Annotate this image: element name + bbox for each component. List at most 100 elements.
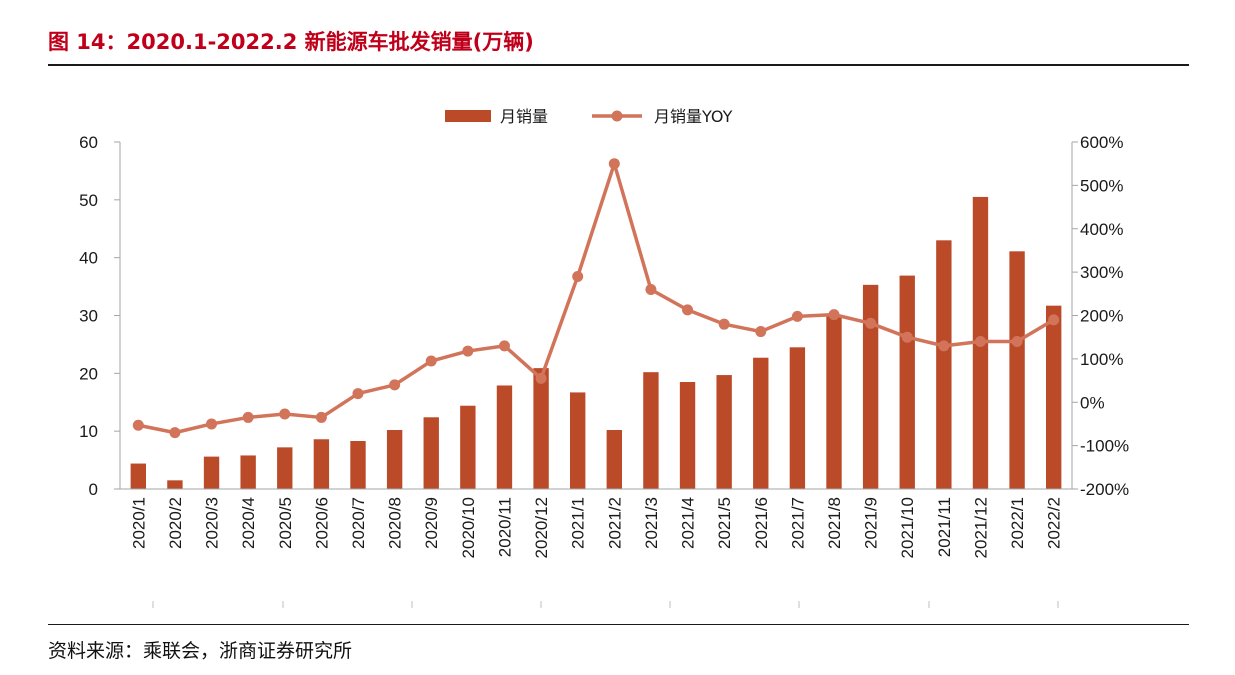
left-tick-label: 30 bbox=[79, 307, 98, 326]
yoy-point bbox=[389, 379, 401, 391]
yoy-point bbox=[901, 331, 913, 343]
bar bbox=[606, 430, 622, 489]
bar bbox=[203, 456, 220, 489]
bar bbox=[753, 357, 769, 489]
right-tick-label: 400% bbox=[1080, 220, 1123, 239]
bar bbox=[643, 372, 659, 489]
x-tick-label: 2021/5 bbox=[715, 497, 734, 549]
x-tick-label: 2022/1 bbox=[1008, 497, 1027, 549]
x-tick-label: 2021/8 bbox=[825, 497, 844, 549]
bar bbox=[277, 447, 293, 489]
right-tick-label: 100% bbox=[1080, 350, 1123, 369]
bar-series bbox=[130, 196, 1062, 490]
legend-label-line: 月销量YOY bbox=[654, 107, 733, 126]
left-tick-label: 40 bbox=[79, 249, 98, 268]
bar bbox=[313, 439, 330, 489]
line-series bbox=[132, 158, 1060, 439]
bar bbox=[496, 385, 513, 489]
right-y-axis: -200% -100% 0% 100% 200% 300% 400% 500% 600% bbox=[1071, 133, 1129, 499]
bar bbox=[716, 375, 732, 489]
right-tick-label: 0% bbox=[1080, 393, 1105, 412]
right-tick-label: 600% bbox=[1080, 133, 1123, 152]
x-tick-label: 2021/9 bbox=[862, 497, 881, 549]
left-tick-label: 10 bbox=[79, 422, 98, 441]
bar bbox=[167, 480, 183, 489]
x-tick-label: 2021/7 bbox=[788, 497, 807, 549]
right-tick-label: -200% bbox=[1080, 480, 1129, 499]
yoy-line bbox=[137, 161, 1055, 435]
yoy-point bbox=[645, 283, 657, 295]
x-tick-label: 2020/7 bbox=[349, 497, 368, 549]
x-tick-label: 2022/2 bbox=[1045, 497, 1064, 549]
x-tick-label: 2021/4 bbox=[679, 497, 698, 549]
legend: 月销量 月销量YOY bbox=[445, 107, 733, 126]
bar bbox=[460, 405, 476, 489]
yoy-point bbox=[279, 408, 291, 420]
yoy-point bbox=[791, 310, 803, 322]
x-tick-label: 2021/10 bbox=[898, 497, 917, 558]
x-tick-label: 2020/10 bbox=[459, 497, 478, 558]
left-tick-label: 20 bbox=[79, 364, 98, 383]
yoy-point bbox=[755, 326, 767, 338]
yoy-point bbox=[1011, 336, 1023, 348]
yoy-point bbox=[352, 388, 364, 400]
legend-label-bar: 月销量 bbox=[500, 107, 548, 126]
bar bbox=[936, 240, 952, 489]
yoy-point bbox=[828, 309, 840, 321]
yoy-point bbox=[206, 418, 218, 430]
bar bbox=[789, 347, 806, 489]
x-tick-label: 2020/1 bbox=[129, 497, 148, 549]
x-tick-label: 2020/8 bbox=[386, 497, 405, 549]
x-tick-label: 2021/2 bbox=[605, 497, 624, 549]
yoy-point bbox=[132, 419, 144, 431]
x-tick-label: 2021/11 bbox=[935, 497, 954, 557]
bar bbox=[1046, 305, 1062, 489]
yoy-point bbox=[242, 411, 254, 423]
x-tick-label: 2020/11 bbox=[495, 497, 514, 557]
source-rule bbox=[48, 624, 1189, 625]
yoy-point bbox=[718, 318, 730, 330]
right-tick-label: 500% bbox=[1080, 176, 1123, 195]
title-rule bbox=[48, 64, 1189, 66]
x-tick-label: 2021/1 bbox=[569, 497, 588, 549]
right-tick-label: 300% bbox=[1080, 263, 1123, 282]
left-tick-label: 60 bbox=[79, 133, 98, 152]
x-tick-label: 2021/6 bbox=[752, 497, 771, 549]
bar bbox=[862, 284, 879, 489]
bar bbox=[570, 392, 586, 489]
yoy-point bbox=[498, 340, 510, 352]
x-tick-label: 2020/4 bbox=[239, 497, 258, 549]
chart-area: 月销量 月销量YOY 0 10 20 30 40 50 60 -200% -100% 0% 100%… bbox=[79, 107, 1129, 608]
left-tick-label: 50 bbox=[79, 191, 98, 210]
legend-swatch-bar bbox=[445, 110, 491, 122]
legend-swatch-marker bbox=[611, 110, 623, 122]
yoy-point bbox=[169, 427, 181, 439]
right-tick-label: 200% bbox=[1080, 307, 1123, 326]
x-tick-label: 2021/3 bbox=[642, 497, 661, 549]
left-y-axis: 0 10 20 30 40 50 60 bbox=[79, 133, 121, 499]
bar bbox=[130, 463, 146, 489]
source-note: 资料来源：乘联会，浙商证券研究所 bbox=[48, 640, 353, 662]
yoy-point bbox=[462, 345, 474, 357]
x-axis: 2020/1 2020/2 2020/3 2020/4 2020/5 2020/6 2020… bbox=[120, 488, 1072, 608]
bar bbox=[899, 275, 915, 489]
yoy-point bbox=[572, 270, 584, 282]
x-tick-label: 2020/9 bbox=[422, 497, 441, 549]
yoy-point bbox=[535, 372, 547, 384]
yoy-point bbox=[608, 158, 620, 170]
bar bbox=[423, 417, 439, 489]
bar bbox=[1009, 251, 1025, 489]
x-tick-label: 2020/3 bbox=[203, 497, 222, 549]
left-tick-label: 0 bbox=[89, 480, 98, 499]
bar bbox=[826, 315, 842, 489]
x-tick-label: 2021/12 bbox=[971, 497, 990, 558]
figure-title: 图 14：2020.1-2022.2 新能源车批发销量(万辆) bbox=[48, 30, 534, 54]
x-tick-label: 2020/5 bbox=[276, 497, 295, 549]
yoy-point bbox=[1048, 314, 1060, 326]
yoy-point bbox=[315, 411, 327, 423]
bar bbox=[350, 440, 366, 489]
yoy-point bbox=[974, 336, 986, 348]
bar bbox=[386, 430, 403, 489]
right-tick-label: -100% bbox=[1080, 437, 1129, 456]
bar bbox=[533, 368, 549, 489]
